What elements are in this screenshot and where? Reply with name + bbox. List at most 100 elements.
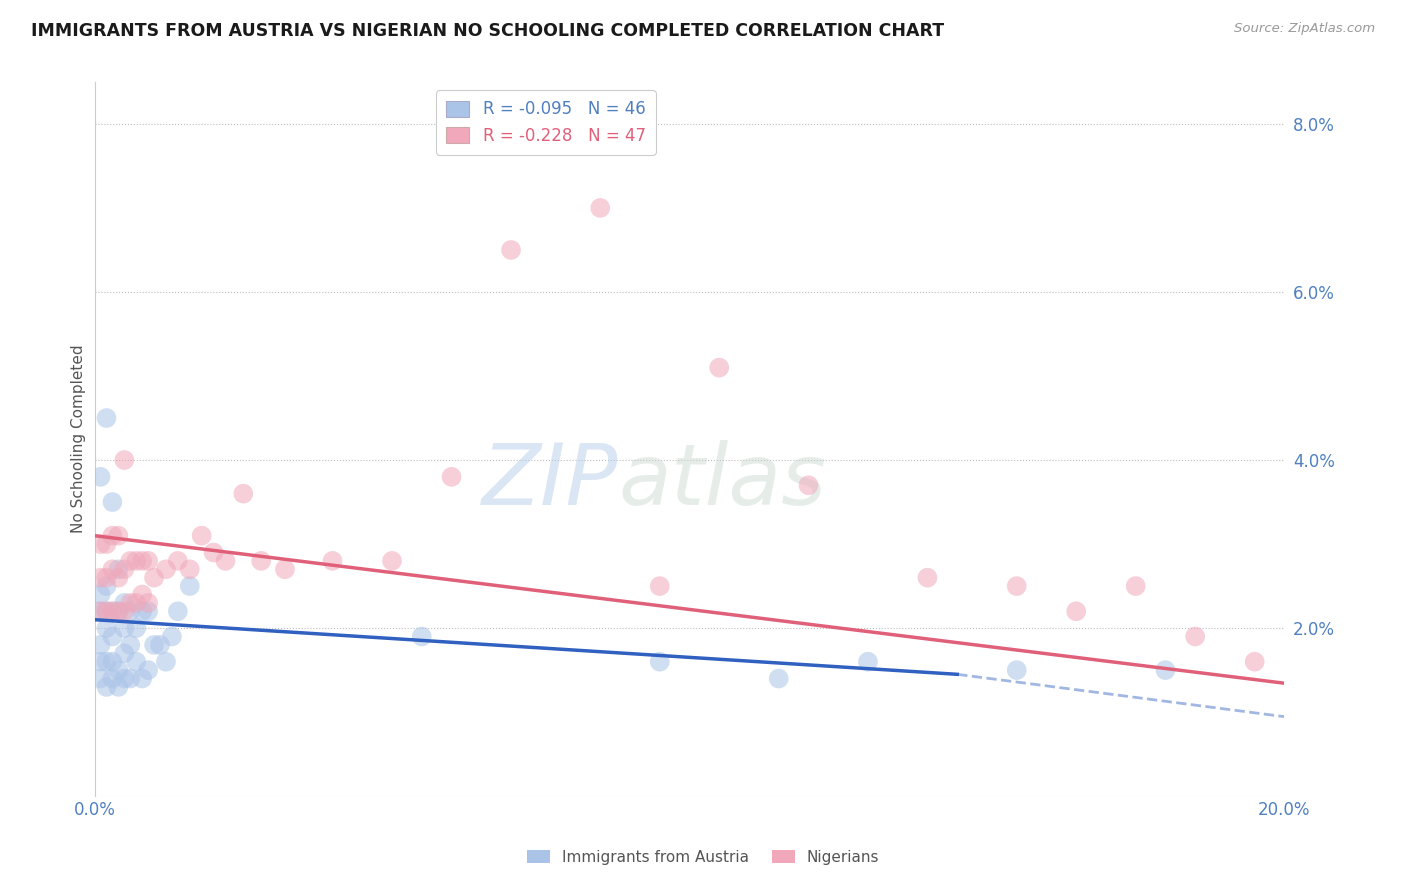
- Point: [202, 545, 225, 559]
- Point: [125, 554, 148, 568]
- Point: [155, 655, 177, 669]
- Point: [648, 579, 671, 593]
- Point: [107, 604, 129, 618]
- Point: [107, 562, 129, 576]
- Point: [112, 562, 135, 576]
- Point: [125, 596, 148, 610]
- Point: [120, 672, 142, 686]
- Point: [89, 604, 111, 618]
- Point: [112, 596, 135, 610]
- Point: [136, 604, 159, 618]
- Point: [107, 663, 129, 677]
- Point: [322, 554, 344, 568]
- Point: [1243, 655, 1265, 669]
- Text: atlas: atlas: [619, 441, 827, 524]
- Point: [768, 672, 790, 686]
- Point: [120, 604, 142, 618]
- Point: [107, 571, 129, 585]
- Point: [411, 630, 433, 644]
- Point: [101, 604, 124, 618]
- Point: [1184, 630, 1206, 644]
- Point: [101, 495, 124, 509]
- Point: [107, 604, 129, 618]
- Point: [96, 604, 118, 618]
- Point: [89, 470, 111, 484]
- Point: [190, 529, 212, 543]
- Point: [89, 638, 111, 652]
- Point: [125, 655, 148, 669]
- Point: [112, 646, 135, 660]
- Point: [112, 672, 135, 686]
- Point: [179, 579, 201, 593]
- Point: [96, 680, 118, 694]
- Point: [96, 621, 118, 635]
- Point: [1064, 604, 1087, 618]
- Point: [250, 554, 273, 568]
- Point: [136, 596, 159, 610]
- Point: [112, 604, 135, 618]
- Point: [131, 672, 153, 686]
- Point: [89, 655, 111, 669]
- Point: [1154, 663, 1177, 677]
- Point: [167, 554, 190, 568]
- Point: [89, 587, 111, 601]
- Point: [232, 486, 254, 500]
- Point: [96, 579, 118, 593]
- Point: [167, 604, 190, 618]
- Point: [797, 478, 820, 492]
- Point: [89, 672, 111, 686]
- Point: [143, 638, 166, 652]
- Point: [136, 554, 159, 568]
- Point: [131, 554, 153, 568]
- Point: [214, 554, 236, 568]
- Point: [155, 562, 177, 576]
- Point: [917, 571, 939, 585]
- Point: [101, 630, 124, 644]
- Point: [89, 571, 111, 585]
- Point: [120, 638, 142, 652]
- Point: [112, 621, 135, 635]
- Point: [589, 201, 612, 215]
- Point: [856, 655, 879, 669]
- Point: [179, 562, 201, 576]
- Point: [101, 562, 124, 576]
- Point: [112, 453, 135, 467]
- Point: [101, 604, 124, 618]
- Point: [131, 587, 153, 601]
- Legend: R = -0.095   N = 46, R = -0.228   N = 47: R = -0.095 N = 46, R = -0.228 N = 47: [436, 90, 655, 154]
- Point: [89, 537, 111, 551]
- Point: [648, 655, 671, 669]
- Point: [136, 663, 159, 677]
- Point: [89, 604, 111, 618]
- Legend: Immigrants from Austria, Nigerians: Immigrants from Austria, Nigerians: [520, 844, 886, 871]
- Point: [499, 243, 522, 257]
- Point: [96, 571, 118, 585]
- Point: [96, 411, 118, 425]
- Point: [381, 554, 404, 568]
- Text: IMMIGRANTS FROM AUSTRIA VS NIGERIAN NO SCHOOLING COMPLETED CORRELATION CHART: IMMIGRANTS FROM AUSTRIA VS NIGERIAN NO S…: [31, 22, 943, 40]
- Point: [1005, 579, 1028, 593]
- Point: [1125, 579, 1147, 593]
- Point: [440, 470, 463, 484]
- Point: [131, 604, 153, 618]
- Point: [274, 562, 297, 576]
- Y-axis label: No Schooling Completed: No Schooling Completed: [72, 344, 86, 533]
- Point: [709, 360, 731, 375]
- Point: [149, 638, 172, 652]
- Point: [101, 655, 124, 669]
- Point: [96, 537, 118, 551]
- Text: ZIP: ZIP: [482, 441, 619, 524]
- Point: [120, 554, 142, 568]
- Text: Source: ZipAtlas.com: Source: ZipAtlas.com: [1234, 22, 1375, 36]
- Point: [125, 621, 148, 635]
- Point: [160, 630, 183, 644]
- Point: [107, 680, 129, 694]
- Point: [101, 672, 124, 686]
- Point: [96, 655, 118, 669]
- Point: [96, 604, 118, 618]
- Point: [107, 529, 129, 543]
- Point: [143, 571, 166, 585]
- Point: [1005, 663, 1028, 677]
- Point: [101, 529, 124, 543]
- Point: [120, 596, 142, 610]
